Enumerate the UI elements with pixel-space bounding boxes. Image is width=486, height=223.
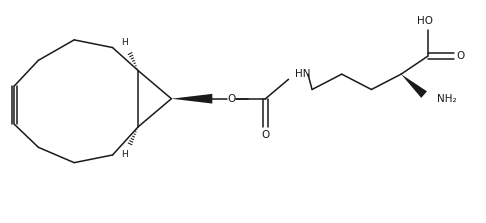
Text: O: O	[261, 130, 270, 140]
Text: O: O	[456, 51, 465, 61]
Polygon shape	[172, 94, 212, 103]
Text: NH₂: NH₂	[437, 94, 456, 104]
Text: HN: HN	[295, 69, 310, 79]
Text: H: H	[122, 38, 128, 47]
Text: HO: HO	[417, 16, 433, 26]
Text: H: H	[122, 151, 128, 159]
Polygon shape	[401, 74, 427, 98]
Text: O: O	[227, 94, 235, 104]
